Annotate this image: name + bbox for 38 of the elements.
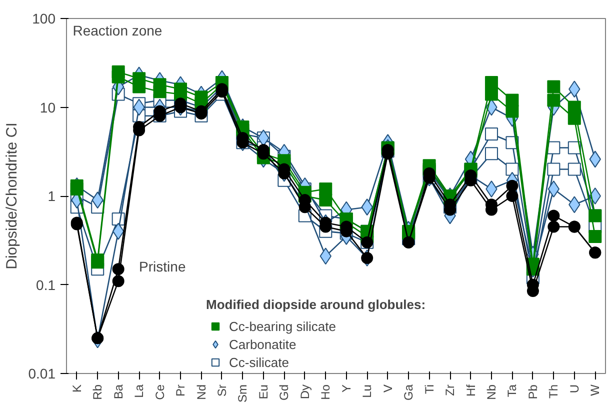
x-tick-label: Sm: [236, 384, 250, 402]
legend-label: Cc-silicate: [229, 354, 289, 370]
x-tick-label: Ho: [318, 384, 333, 400]
x-tick-label: Gd: [277, 384, 292, 401]
x-tick-label: Th: [546, 384, 561, 399]
x-tick-label: Sr: [214, 384, 229, 396]
x-tick-label: Ba: [111, 384, 126, 400]
y-tick-label: 0.1: [36, 276, 56, 293]
x-tick-label: Rb: [90, 384, 105, 400]
x-tick-label: Pb: [526, 384, 540, 400]
x-tick-label: Nb: [484, 384, 498, 400]
x-tick-label: Ce: [152, 384, 167, 400]
x-tick-label: Ga: [402, 384, 416, 401]
legend-title: Modified diopside around globules:: [206, 297, 426, 312]
x-tick-label: Dy: [298, 384, 312, 400]
legend-label: Cc-bearing silicate: [229, 318, 336, 334]
x-tick-label: Nd: [194, 384, 208, 400]
legend-label: Carbonatite: [229, 336, 296, 352]
x-tick-label: Y: [339, 384, 354, 393]
x-tick-label: W: [588, 384, 602, 396]
annotation: Pristine: [139, 258, 186, 275]
y-axis-title: Diopside/Chondrite CI: [3, 122, 20, 270]
x-tick-label: La: [132, 384, 146, 398]
x-tick-label: Pr: [174, 384, 188, 396]
annotation: Reaction zone: [72, 22, 162, 38]
x-tick-label: Lu: [360, 384, 374, 398]
y-tick-label: 0.01: [28, 366, 56, 382]
x-tick-label: Ti: [422, 384, 436, 394]
y-tick-label: 1: [48, 188, 56, 204]
x-tick-label: Eu: [256, 384, 270, 400]
x-tick-label: V: [380, 384, 395, 393]
x-tick-label: Hf: [464, 384, 478, 396]
x-tick-label: U: [567, 384, 582, 394]
x-tick-label: Ta: [505, 384, 520, 398]
x-tick-label: K: [70, 384, 84, 393]
x-tick-label: Zr: [443, 384, 458, 396]
y-tick-label: 10: [40, 99, 56, 116]
y-tick-label: 100: [32, 10, 56, 26]
